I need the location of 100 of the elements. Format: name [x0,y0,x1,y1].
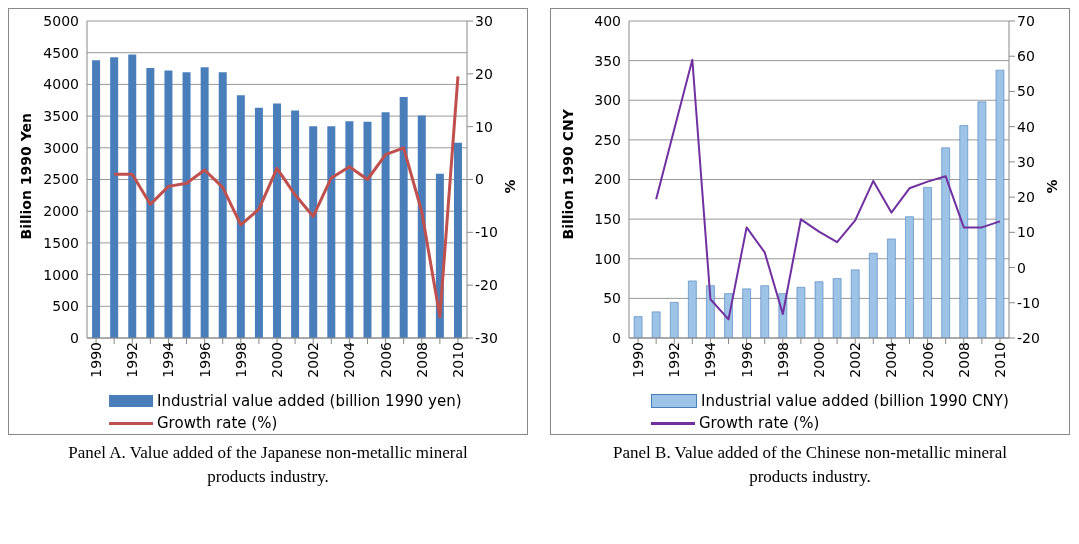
y2-axis-title: % [501,179,518,194]
x-tick-label: 2004 [341,341,358,378]
bar [905,216,914,338]
y2-tick-label: 20 [1017,189,1035,206]
line-series [112,74,460,319]
y2-tick-label: 10 [475,118,493,135]
bar [832,278,842,338]
x-tick-label: 2006 [377,341,394,378]
bar [959,125,969,338]
x-tick-label: 1996 [738,341,755,378]
bar [381,112,390,338]
bar [887,238,896,338]
bar [273,103,282,338]
bar [417,115,426,338]
line-series [655,58,1001,321]
bar [345,121,354,338]
x-tick-label: 1998 [232,342,249,378]
y-tick-label: 250 [594,131,621,148]
y-tick-label: 4500 [43,44,79,61]
bar [92,60,101,338]
x-tick-label: 1990 [87,342,104,378]
legend-label: Industrial value added (billion 1990 yen) [157,391,462,412]
x-tick-label: 2002 [305,342,322,378]
bar [218,72,227,338]
y2-tick-label: -10 [475,224,498,241]
y2-tick-label: -10 [1017,294,1040,311]
bar [182,72,191,338]
y-tick-label: 5000 [43,12,79,29]
y-tick-label: 3000 [43,139,79,156]
y2-tick-label: -30 [475,329,498,346]
bar [236,95,245,338]
y-tick-label: 2500 [43,171,79,188]
bar [327,126,336,338]
x-tick-label: 1998 [774,342,791,378]
bar [110,57,119,338]
x-tick-label: 1994 [160,341,177,378]
x-tick-label: 2008 [955,342,972,378]
y-tick-label: 150 [594,211,621,228]
y-tick-label: 50 [603,290,621,307]
y-tick-label: 300 [594,92,621,109]
x-tick-label: 1994 [702,341,719,378]
y2-tick-label: 30 [1017,153,1035,170]
bar [814,281,824,338]
y2-tick-label: -20 [475,277,498,294]
y-tick-label: 100 [594,250,621,267]
y2-tick-label: 60 [1017,48,1035,65]
x-tick-label: 1996 [196,341,213,378]
bar [941,147,950,338]
bar [742,288,751,338]
bar [995,69,1005,338]
bar [796,286,806,338]
bar [688,280,697,338]
y2-tick-label: 40 [1017,118,1035,135]
bar [669,302,679,338]
bar [254,107,263,338]
y2-tick-label: 0 [1017,259,1026,276]
legend-label: Growth rate (%) [157,413,278,434]
x-tick-label: 1992 [666,342,683,378]
x-tick-label: 1992 [124,342,141,378]
bar [453,142,462,338]
y2-tick-label: 70 [1017,12,1035,29]
y2-axis-title: % [1043,179,1060,194]
y2-tick-label: 0 [475,171,484,188]
bar [164,70,173,338]
y-axis-title: Billion 1990 Yen [17,113,34,240]
bar [760,285,770,338]
y2-tick-label: 50 [1017,83,1035,100]
bar [633,316,643,338]
y2-tick-label: 10 [1017,224,1035,241]
text: Panel A. Value added of the Japanese non-metallic mineral products industry. [67,442,469,488]
bar [706,285,715,338]
x-tick-label: 2000 [268,342,285,378]
y-tick-label: 500 [52,298,79,315]
bar [200,67,209,338]
legend-label: Industrial value added (billion 1990 CNY) [701,391,1009,412]
x-tick-label: 2006 [919,341,936,378]
y-tick-label: 3500 [43,108,79,125]
bar [363,121,372,338]
x-tick-label: 2004 [883,341,900,378]
y-tick-label: 2000 [43,203,79,220]
x-tick-label: 2010 [449,342,466,378]
y-tick-label: 4000 [43,76,79,93]
x-tick-label: 2008 [413,342,430,378]
y2-tick-label: 20 [475,65,493,82]
bar [850,269,860,338]
text: Panel B. Value added of the Chinese non-metallic mineral products industry. [612,442,1008,488]
y-tick-label: 0 [70,329,79,346]
x-tick-label: 1990 [629,342,646,378]
bar [923,187,932,338]
y-axis-title: Billion 1990 CNY [559,108,576,240]
y-tick-label: 1500 [43,234,79,251]
y-tick-label: 350 [594,52,621,69]
bar [977,101,987,338]
y2-tick-label: 30 [475,12,493,29]
bar [146,67,155,338]
y-tick-label: 0 [612,329,621,346]
bar [651,311,661,338]
y2-tick-label: -20 [1017,329,1040,346]
bar [399,97,408,338]
x-tick-label: 2000 [810,342,827,378]
